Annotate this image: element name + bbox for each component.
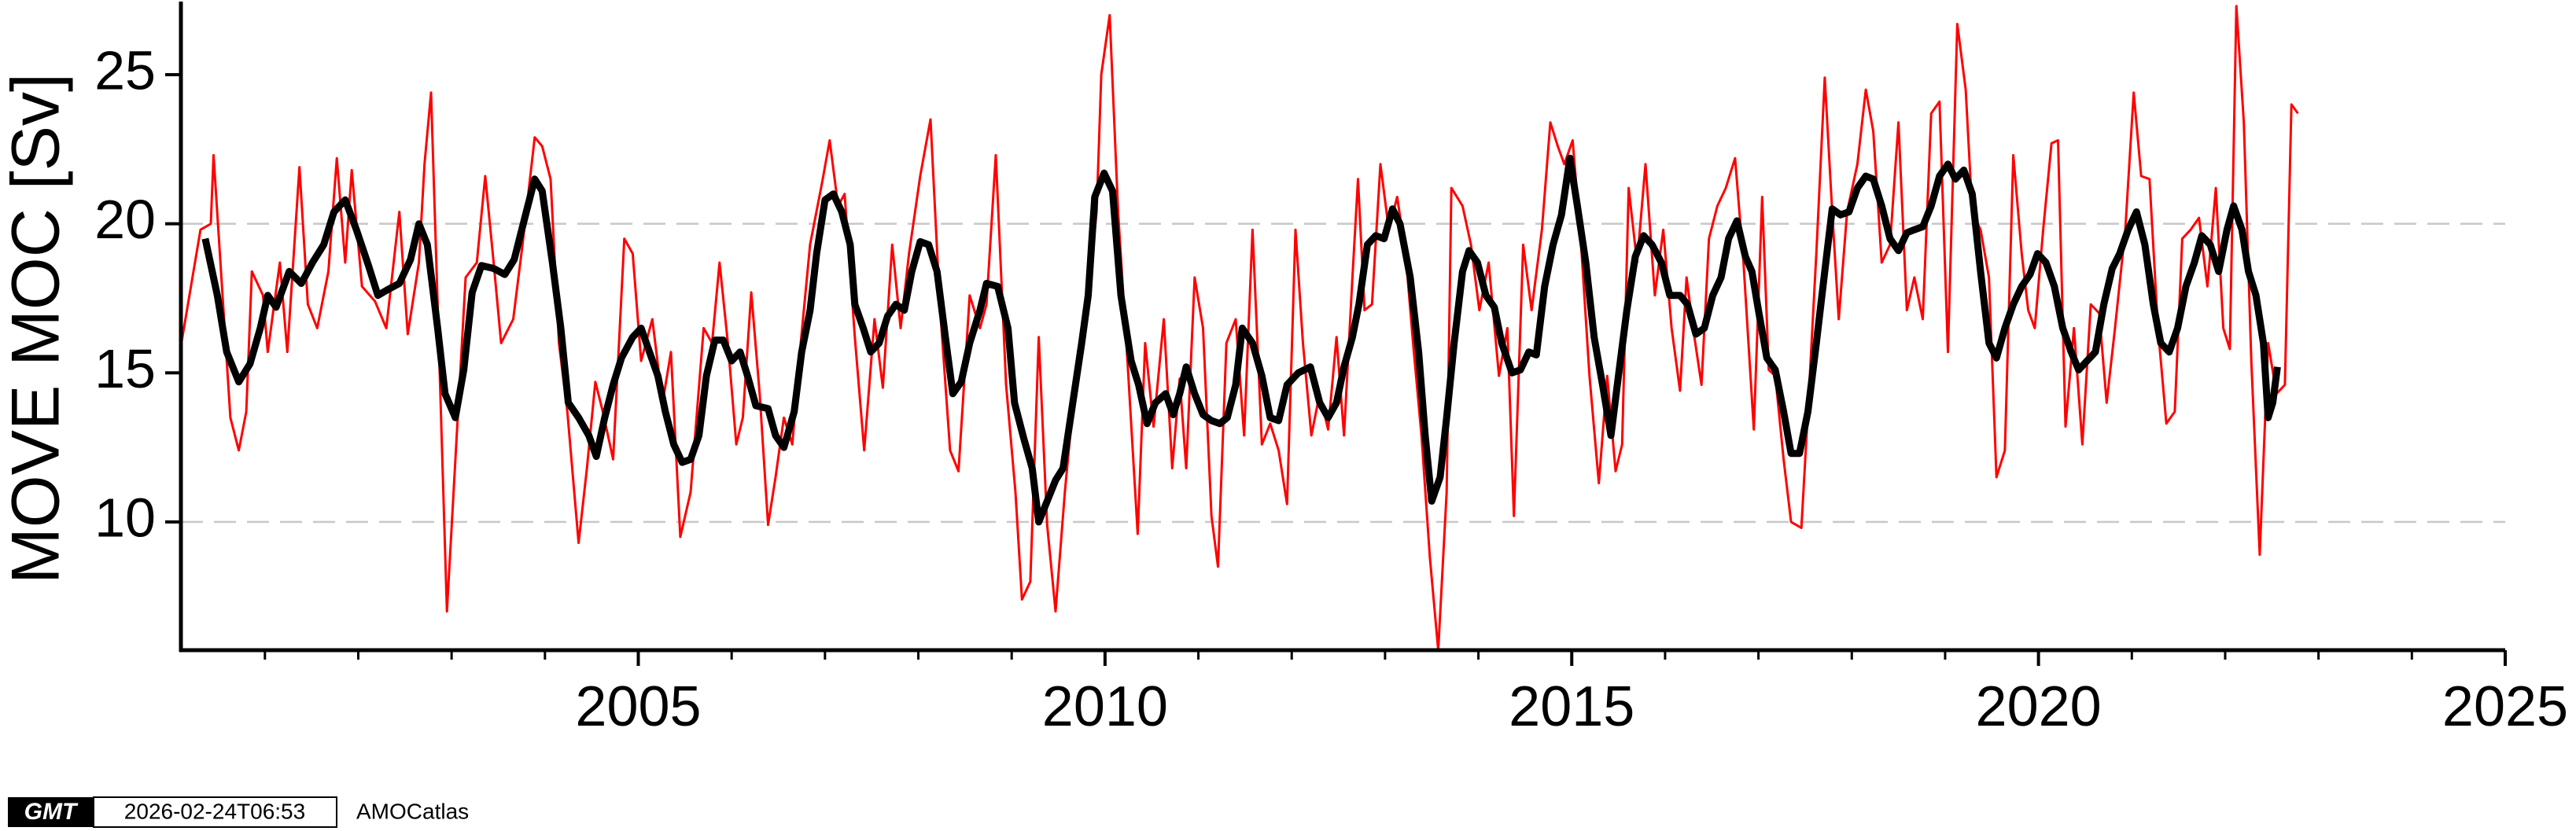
y-tick-label: 15 (94, 338, 156, 399)
timestamp: 2026-02-24T06:53 (124, 799, 305, 823)
x-tick-label: 2015 (1509, 675, 1634, 738)
timestamp-box (93, 796, 337, 828)
y-tick-label: 10 (94, 487, 156, 548)
y-axis-label: MOVE MOC [Sv] (0, 73, 74, 584)
y-tick-label: 20 (94, 189, 156, 250)
x-tick-label: 2020 (1976, 675, 2102, 738)
y-tick-label: 25 (94, 40, 156, 101)
logo-box (8, 797, 94, 827)
data-line (201, 154, 2281, 526)
x-tick-label: 2005 (575, 675, 701, 738)
x-tick-label: 2010 (1042, 675, 1168, 738)
source-label: AMOCatlas (356, 799, 469, 823)
x-tick-label: 2025 (2442, 675, 2568, 738)
logo: GMT (24, 799, 79, 825)
